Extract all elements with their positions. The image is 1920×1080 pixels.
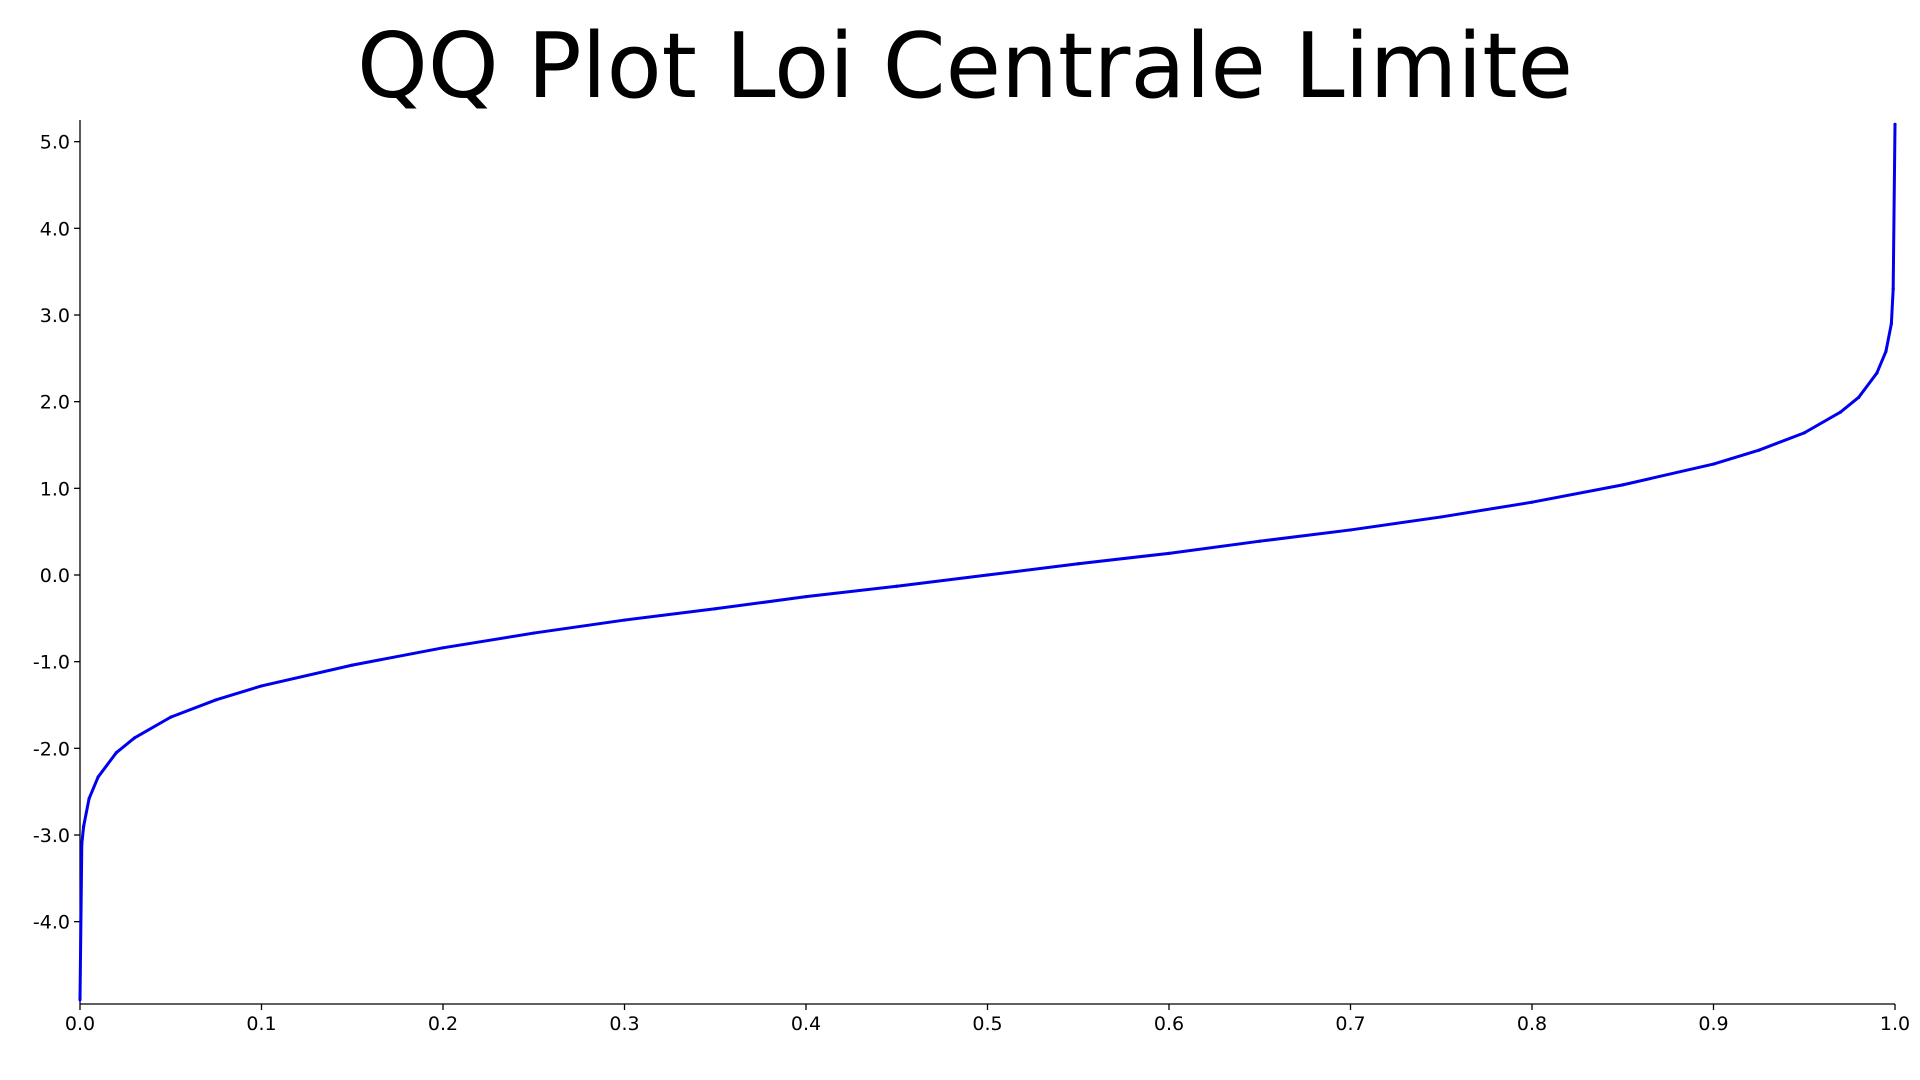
data-point [82,824,86,828]
data-point [1258,539,1262,543]
y-axis-ticks: -4.0 -3.0 -2.0 -1.0 0.0 1.0 2.0 3.0 4.0 5.0 [33,132,80,934]
data-point [1893,122,1897,126]
data-point [169,715,173,719]
data-point [132,736,137,740]
x-tick-label: 0.5 [972,1013,1002,1035]
data-point [713,607,717,611]
data-point [214,698,218,702]
y-tick-label: 5.0 [40,132,70,154]
data-point [96,775,100,779]
data-point [1889,322,1893,326]
y-tick-label: 0.0 [40,565,70,587]
data-point [622,618,627,622]
data-point [985,573,990,577]
x-tick-label: 0.8 [1517,1013,1547,1035]
x-tick-label: 0.2 [428,1013,458,1035]
x-tick-label: 0.9 [1698,1013,1728,1035]
y-tick-label: -1.0 [33,652,70,674]
y-tick-label: 4.0 [40,218,70,240]
data-point [259,684,264,688]
x-tick-label: 0.1 [246,1013,276,1035]
data-point [895,584,899,588]
data-point [441,646,445,650]
y-tick-label: 1.0 [40,478,70,500]
data-point [80,842,84,846]
data-point [1348,528,1353,532]
data-point [532,631,536,635]
data-point [1621,483,1625,487]
data-point [1167,551,1171,555]
data-point [1857,395,1861,399]
y-tick-label: -4.0 [33,912,70,934]
data-point [1711,462,1716,466]
data-point [1838,410,1843,414]
y-tick-label: 3.0 [40,305,70,327]
data-point [804,595,808,599]
data-point [1076,562,1080,566]
data-point [1884,349,1888,353]
data-point [1530,500,1534,504]
series-layer [78,122,1897,1002]
data-point [1802,431,1806,435]
data-point [87,797,91,801]
data-point [1439,515,1443,519]
x-tick-label: 0.0 [65,1013,95,1035]
x-tick-label: 0.3 [609,1013,639,1035]
x-tick-label: 1.0 [1880,1013,1910,1035]
data-point [114,751,118,755]
data-point [350,663,354,667]
y-tick-label: -2.0 [33,738,70,760]
chart-title: QQ Plot Loi Centrale Limite [357,14,1573,119]
y-tick-label: -3.0 [33,825,70,847]
data-point [1891,287,1895,291]
x-axis-ticks: 0.0 0.1 0.2 0.3 0.4 0.5 0.6 0.7 0.8 0.9 1.0 [65,1004,1910,1035]
x-tick-label: 0.4 [791,1013,821,1035]
data-point [1757,448,1761,452]
y-tick-label: 2.0 [40,392,70,414]
x-tick-label: 0.6 [1154,1013,1184,1035]
data-point [78,998,82,1002]
data-point [1875,371,1879,375]
series-curve [78,124,1897,1000]
x-tick-label: 0.7 [1335,1013,1365,1035]
